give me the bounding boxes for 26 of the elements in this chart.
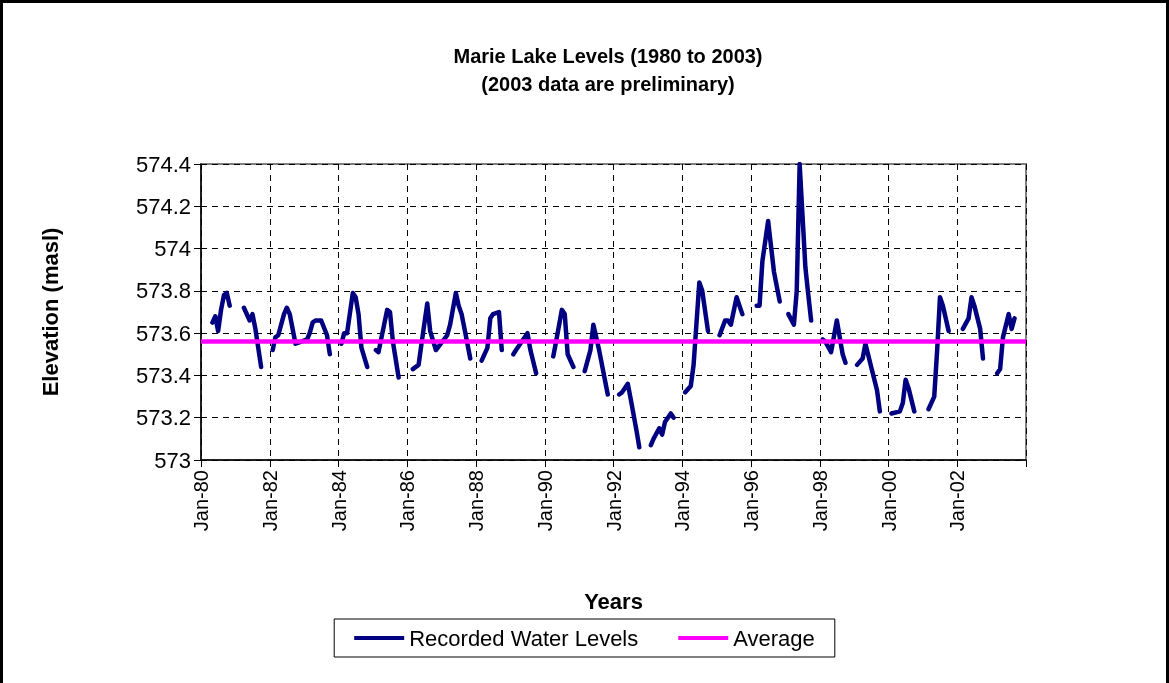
x-tick-label: Jan-84: [327, 470, 350, 532]
y-tick-label: 573.4: [135, 362, 191, 388]
x-tick-label: Jan-80: [190, 470, 212, 532]
legend-label: Average: [733, 625, 815, 651]
y-tick-label: 573.6: [135, 320, 191, 346]
x-tick-label: Jan-96: [740, 470, 762, 532]
x-tick-label: Jan-02: [946, 470, 969, 532]
y-tick-label: 574.4: [135, 151, 191, 177]
chart-subtitle: (2003 data are preliminary): [481, 73, 735, 95]
x-tick-label: Jan-90: [533, 470, 556, 532]
x-tick-label: Jan-88: [465, 470, 487, 532]
x-axis-title: Years: [584, 588, 643, 614]
chart-title: Marie Lake Levels (1980 to 2003): [453, 45, 763, 67]
x-tick-label: Jan-86: [396, 470, 419, 532]
x-tick-label: Jan-94: [671, 470, 694, 532]
legend-label: Recorded Water Levels: [409, 625, 639, 651]
x-tick-label: Jan-98: [808, 470, 831, 532]
x-tick-label: Jan-00: [877, 470, 900, 532]
y-tick-label: 574.2: [135, 193, 191, 219]
y-tick-label: 574: [154, 236, 191, 262]
x-tick-label: Jan-82: [258, 470, 281, 532]
y-axis-title: Elevation (masl): [37, 227, 63, 397]
y-tick-label: 573.2: [135, 405, 191, 431]
y-tick-label: 573.8: [135, 278, 191, 304]
x-tick-label: Jan-92: [602, 470, 625, 532]
y-tick-label: 573: [154, 447, 191, 473]
